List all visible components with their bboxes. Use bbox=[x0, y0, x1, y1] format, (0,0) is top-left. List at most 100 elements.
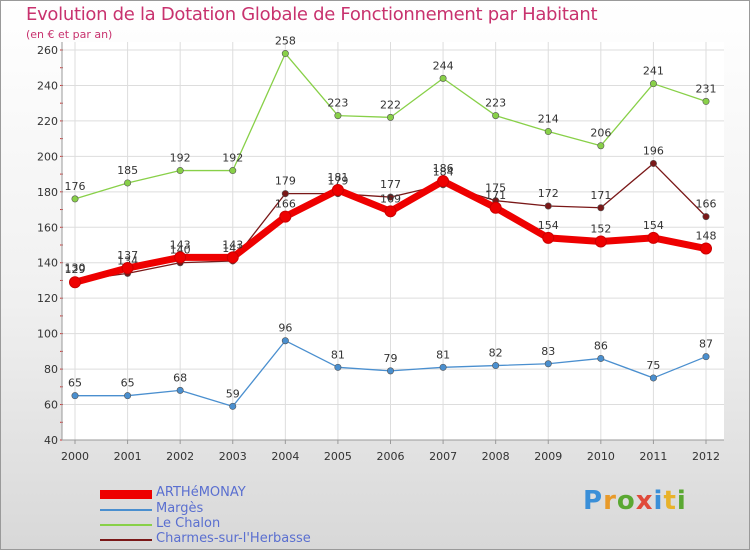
y-tick-label: 140 bbox=[37, 257, 58, 270]
data-point bbox=[597, 204, 605, 212]
data-point bbox=[702, 213, 710, 221]
data-point bbox=[229, 167, 237, 175]
data-label: 192 bbox=[222, 152, 243, 165]
data-label: 154 bbox=[538, 219, 559, 232]
legend-label: Charmes-sur-l'Herbasse bbox=[156, 531, 311, 546]
data-label: 185 bbox=[117, 164, 138, 177]
proxiti-logo: Proxiti bbox=[583, 486, 687, 516]
data-point bbox=[647, 231, 660, 244]
data-point bbox=[176, 167, 184, 175]
data-label: 59 bbox=[226, 387, 240, 400]
data-label: 81 bbox=[331, 348, 345, 361]
data-point bbox=[439, 363, 447, 371]
data-label: 79 bbox=[384, 352, 398, 365]
x-tick-label: 2002 bbox=[166, 450, 194, 463]
data-label: 171 bbox=[590, 189, 611, 202]
y-tick-label: 260 bbox=[37, 44, 58, 57]
data-point bbox=[281, 50, 289, 58]
data-point bbox=[542, 231, 555, 244]
legend-swatch bbox=[100, 489, 152, 499]
x-tick-label: 2007 bbox=[429, 450, 457, 463]
data-point bbox=[649, 159, 657, 167]
data-point bbox=[281, 337, 289, 345]
y-tick-label: 180 bbox=[37, 186, 58, 199]
y-tick-label: 240 bbox=[37, 79, 58, 92]
data-point bbox=[597, 354, 605, 362]
data-label: 222 bbox=[380, 98, 401, 111]
data-point bbox=[121, 262, 134, 275]
data-label: 241 bbox=[643, 65, 664, 78]
data-label: 65 bbox=[121, 377, 135, 390]
x-tick-label: 2008 bbox=[482, 450, 510, 463]
data-label: 186 bbox=[433, 162, 454, 175]
data-point bbox=[597, 142, 605, 150]
data-label: 214 bbox=[538, 113, 559, 126]
y-tick-label: 100 bbox=[37, 328, 58, 341]
data-label: 87 bbox=[699, 338, 713, 351]
data-point bbox=[229, 402, 237, 410]
data-label: 86 bbox=[594, 339, 608, 352]
data-label: 179 bbox=[275, 175, 296, 188]
data-label: 223 bbox=[327, 97, 348, 110]
data-point bbox=[386, 193, 394, 201]
y-tick-label: 60 bbox=[44, 399, 58, 412]
data-point bbox=[489, 201, 502, 214]
data-label: 140 bbox=[170, 244, 191, 257]
data-label: 83 bbox=[541, 345, 555, 358]
data-point bbox=[702, 353, 710, 361]
data-label: 244 bbox=[433, 59, 454, 72]
data-label: 179 bbox=[327, 175, 348, 188]
data-label: 143 bbox=[222, 238, 243, 251]
data-point bbox=[384, 205, 397, 218]
data-label: 75 bbox=[646, 359, 660, 372]
data-point bbox=[544, 128, 552, 136]
data-label: 231 bbox=[696, 82, 717, 95]
data-point bbox=[281, 190, 289, 198]
data-label: 169 bbox=[380, 192, 401, 205]
x-tick-label: 2010 bbox=[587, 450, 615, 463]
data-point bbox=[71, 195, 79, 203]
data-point bbox=[700, 242, 712, 255]
data-label: 181 bbox=[327, 171, 348, 184]
data-label: 96 bbox=[278, 322, 292, 335]
legend-swatch bbox=[100, 539, 152, 541]
data-point bbox=[386, 367, 394, 375]
x-tick-label: 2000 bbox=[61, 450, 89, 463]
data-label: 148 bbox=[696, 230, 717, 243]
legend-swatch bbox=[100, 509, 152, 511]
x-tick-label: 2011 bbox=[639, 450, 667, 463]
chart-title: Evolution de la Dotation Globale de Fonc… bbox=[26, 4, 598, 25]
data-point bbox=[124, 179, 132, 187]
x-tick-label: 2004 bbox=[271, 450, 299, 463]
data-label: 196 bbox=[643, 144, 664, 157]
legend-label: Margès bbox=[156, 501, 204, 516]
data-point bbox=[492, 362, 500, 370]
data-label: 223 bbox=[485, 97, 506, 110]
x-tick-label: 2005 bbox=[324, 450, 352, 463]
y-tick-label: 200 bbox=[37, 150, 58, 163]
data-point bbox=[594, 235, 607, 248]
x-tick-label: 2003 bbox=[219, 450, 247, 463]
data-point bbox=[174, 251, 187, 264]
data-point bbox=[702, 97, 710, 105]
data-point bbox=[334, 112, 342, 120]
x-tick-label: 2009 bbox=[534, 450, 562, 463]
data-label: 166 bbox=[696, 198, 717, 211]
data-label: 184 bbox=[433, 166, 454, 179]
data-point bbox=[649, 80, 657, 88]
data-point bbox=[492, 112, 500, 120]
y-tick-label: 220 bbox=[37, 115, 58, 128]
data-label: 152 bbox=[590, 222, 611, 235]
data-point bbox=[176, 386, 184, 394]
data-label: 154 bbox=[643, 219, 664, 232]
data-label: 81 bbox=[436, 348, 450, 361]
data-point bbox=[279, 210, 292, 223]
data-label: 192 bbox=[170, 152, 191, 165]
data-point bbox=[124, 392, 132, 400]
data-point bbox=[226, 251, 239, 264]
data-point bbox=[71, 392, 79, 400]
y-tick-label: 120 bbox=[37, 292, 58, 305]
y-tick-label: 40 bbox=[44, 434, 58, 447]
y-tick-label: 80 bbox=[44, 363, 58, 376]
